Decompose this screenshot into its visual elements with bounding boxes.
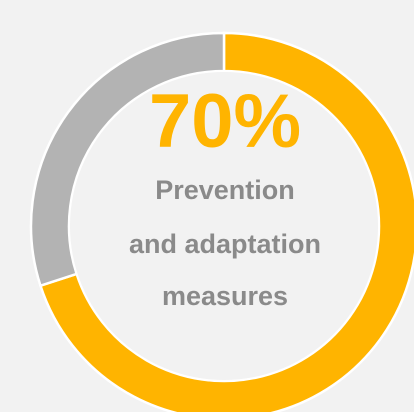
center-description-line-2: and adaptation xyxy=(128,229,321,259)
center-description-line-3: measures xyxy=(161,281,289,311)
donut-center-hole xyxy=(70,72,378,380)
center-percentage-label: 70% xyxy=(148,79,302,164)
center-description-line-1: Prevention xyxy=(155,175,295,205)
donut-slice-2 xyxy=(29,31,226,288)
